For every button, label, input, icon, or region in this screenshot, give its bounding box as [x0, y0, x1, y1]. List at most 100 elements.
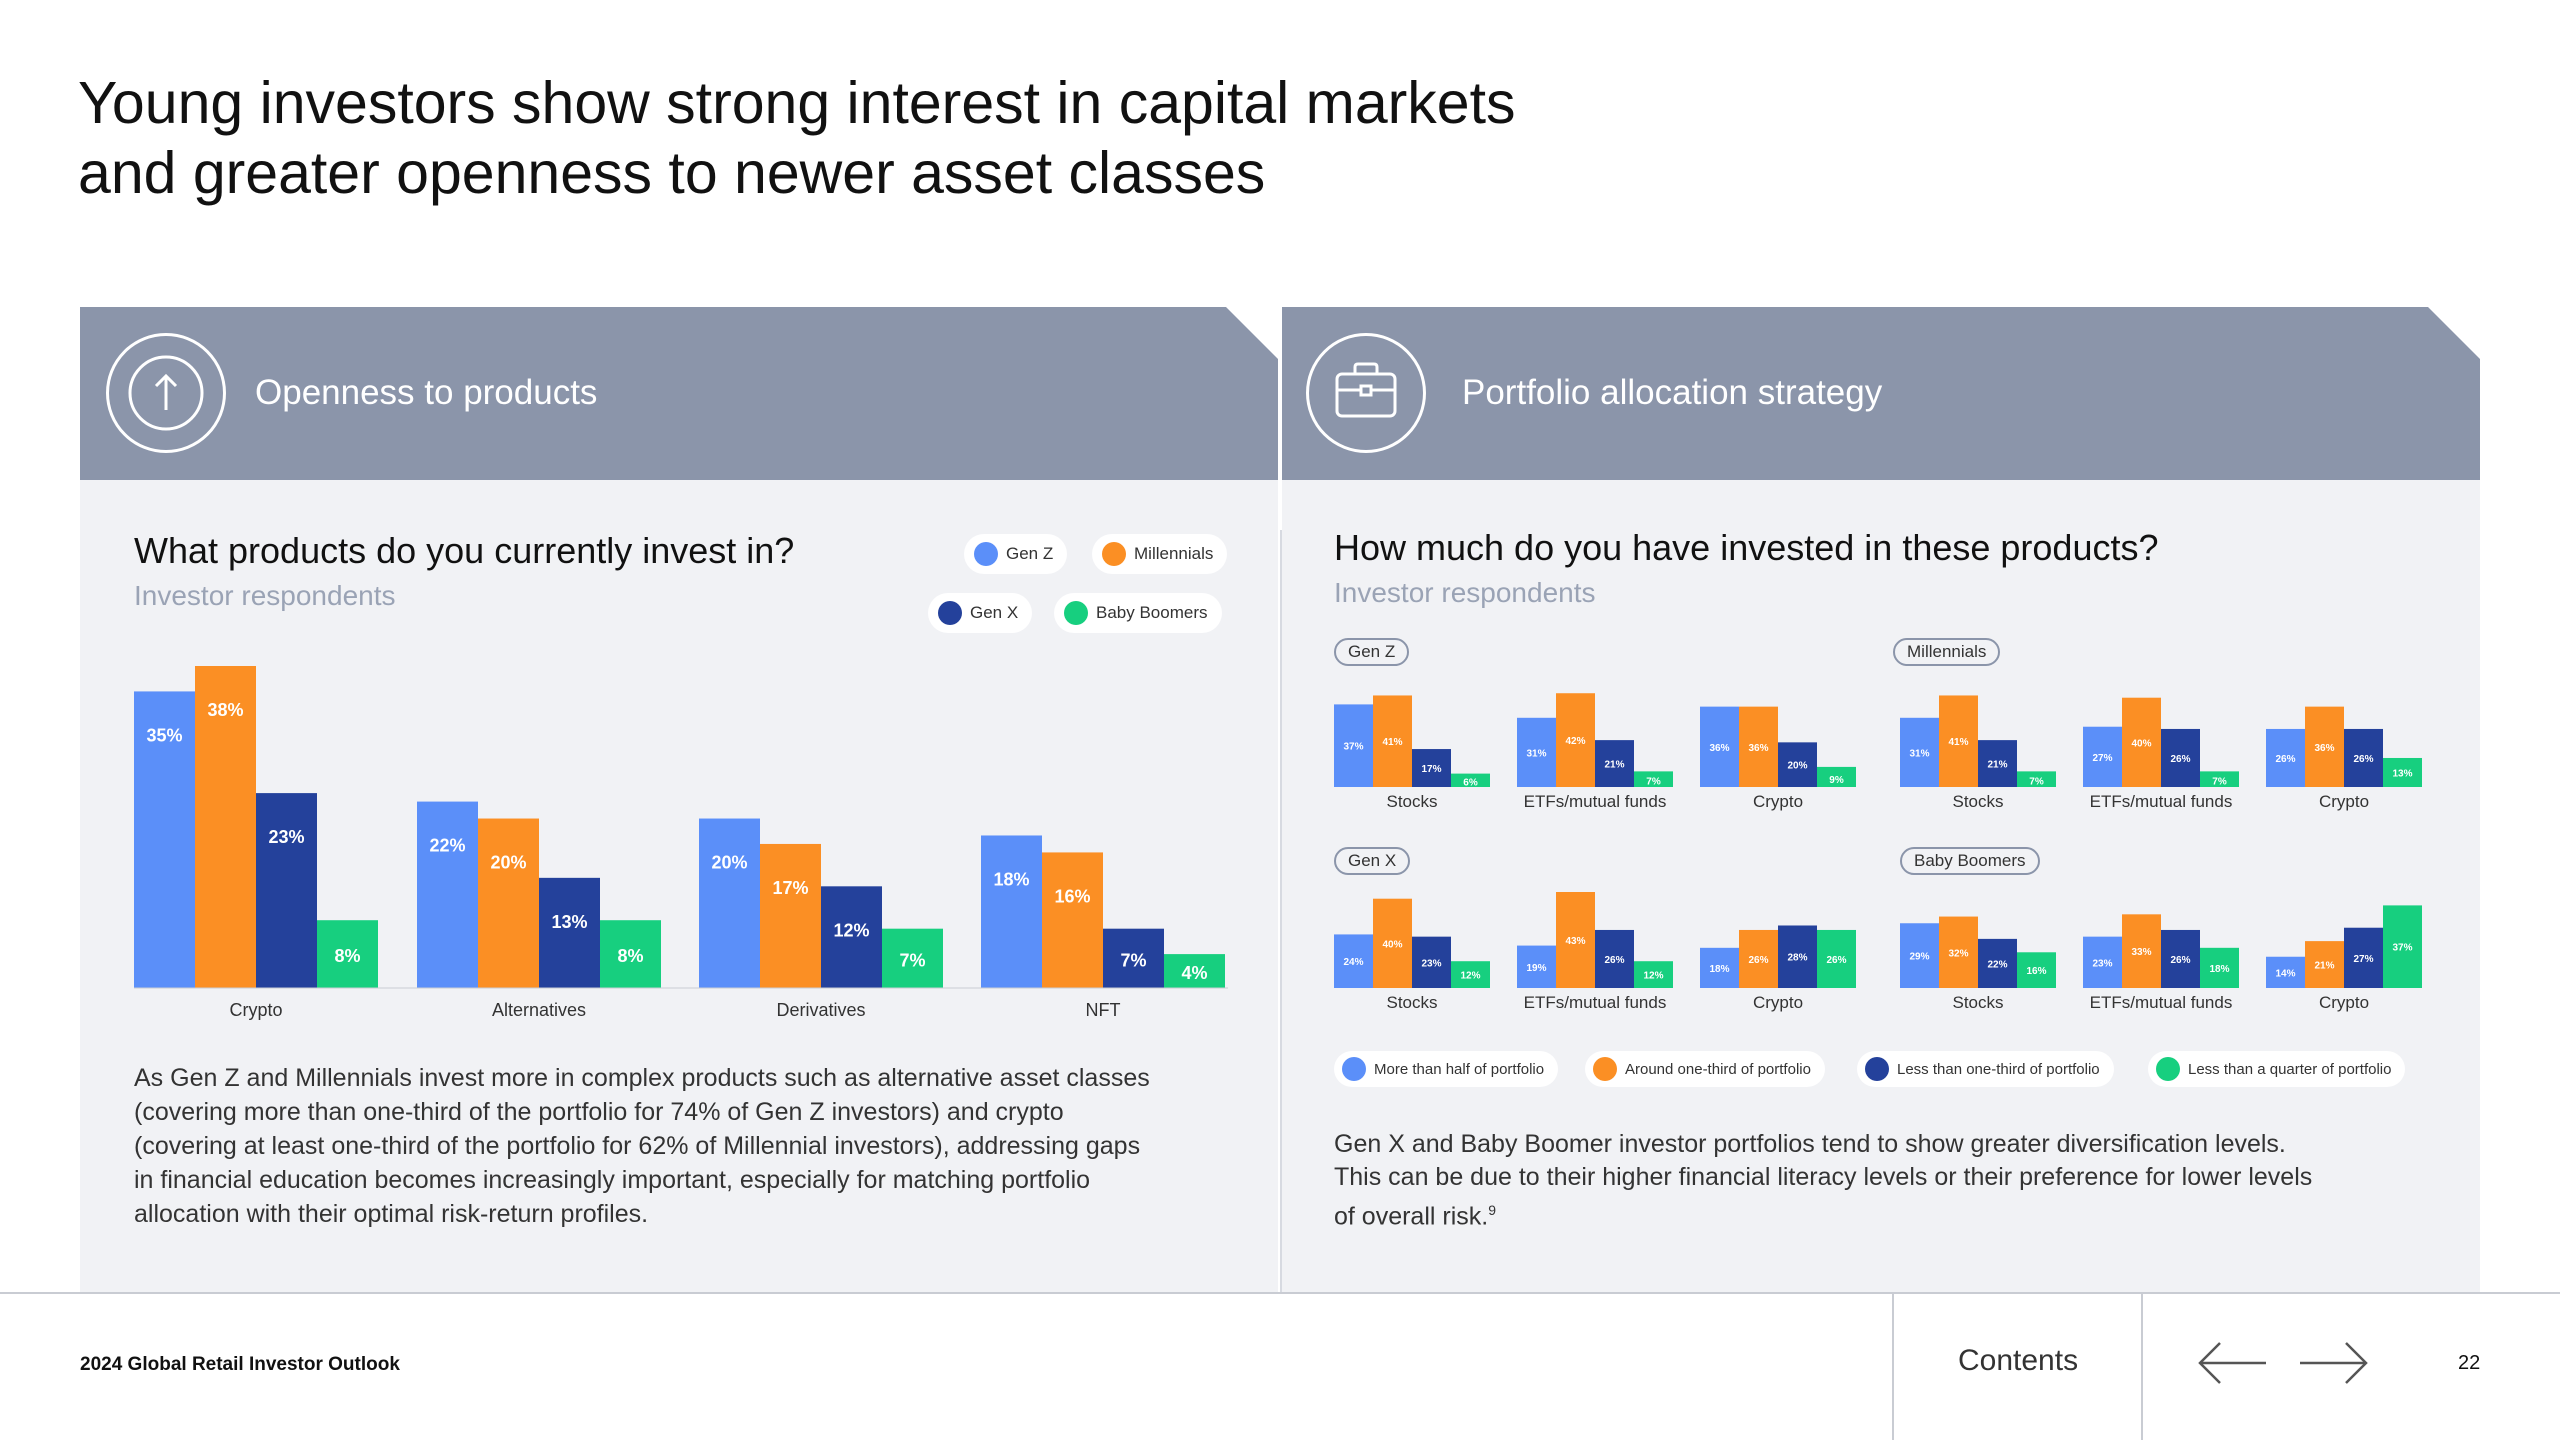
small-bar-value-label: 21%	[1987, 760, 2007, 771]
small-bar	[1412, 749, 1451, 787]
small-bar-value-label: 26%	[2170, 754, 2190, 765]
small-bar	[1451, 961, 1490, 988]
page-title-line-1: Young investors show strong interest in …	[78, 70, 1516, 136]
legend-dot	[974, 542, 998, 566]
small-bar	[1517, 945, 1556, 988]
small-category-label: ETFs/mutual funds	[1524, 792, 1667, 811]
bar-nft-millennials	[1042, 852, 1103, 988]
bar-value-label: 8%	[334, 946, 360, 966]
small-bar	[1556, 693, 1595, 787]
category-label: Alternatives	[492, 1000, 586, 1020]
group-tag-millennials: Millennials	[1893, 638, 2001, 666]
small-bar	[1939, 916, 1978, 988]
left-body-line: (covering at least one-third of the port…	[134, 1132, 1141, 1160]
right-body-line: Gen X and Baby Boomer investor portfolio…	[1334, 1130, 2286, 1158]
small-bar-value-label: 36%	[1709, 743, 1729, 754]
small-bar	[1700, 947, 1739, 988]
small-bar-value-label: 21%	[1604, 760, 1624, 771]
right-panel-header-title: Portfolio allocation strategy	[1462, 373, 1883, 412]
small-bar	[1900, 923, 1939, 988]
arrow-right-icon[interactable]	[2298, 1338, 2370, 1388]
small-bar	[2083, 726, 2122, 787]
bar-crypto-baby-boomers	[317, 920, 378, 988]
bar-crypto-gen-x	[256, 793, 317, 988]
small-bar-value-label: 26%	[2275, 754, 2295, 765]
small-bar-value-label: 23%	[1421, 958, 1441, 969]
bar-value-label: 20%	[711, 853, 747, 873]
small-bar	[2305, 941, 2344, 988]
small-bar-value-label: 6%	[1463, 778, 1478, 789]
small-bar-value-label: 21%	[2314, 961, 2334, 972]
page-title-line-2: and greater openness to newer asset clas…	[78, 140, 1266, 206]
legend-dot	[1102, 542, 1126, 566]
small-bar-value-label: 27%	[2092, 753, 2112, 764]
left-chart-title: What products do you currently invest in…	[134, 530, 795, 571]
bar-value-label: 12%	[833, 920, 869, 940]
small-bar-value-label: 7%	[2029, 777, 2044, 788]
left-chart-subtitle: Investor respondents	[134, 580, 396, 611]
report-title: 2024 Global Retail Investor Outlook	[80, 1354, 400, 1375]
bar-nft-gen-z	[981, 835, 1042, 988]
small-bar-value-label: 28%	[1787, 953, 1807, 964]
group-tag-gen-x: Gen X	[1334, 847, 1411, 875]
bar-alternatives-millennials	[478, 818, 539, 988]
arrow-up-icon	[106, 333, 226, 453]
small-bar-value-label: 20%	[1787, 761, 1807, 772]
bar-value-label: 7%	[1120, 950, 1146, 970]
small-category-label: Stocks	[1952, 792, 2003, 811]
small-bar	[1412, 936, 1451, 988]
small-bar	[2383, 905, 2422, 988]
page-number: 22	[2458, 1352, 2481, 1374]
small-bar-value-label: 36%	[2314, 743, 2334, 754]
arrow-left-icon[interactable]	[2196, 1338, 2268, 1388]
small-bar	[1978, 740, 2017, 787]
small-bar-value-label: 31%	[1526, 748, 1546, 759]
legend-label: Less than a quarter of portfolio	[2188, 1060, 2392, 1078]
right-body-text: Gen X and Baby Boomer investor portfolio…	[1334, 1128, 2312, 1233]
legend-dot	[1865, 1057, 1889, 1081]
category-label: Derivatives	[776, 1000, 865, 1020]
bar-value-label: 17%	[772, 878, 808, 898]
group-tag-gen-z: Gen Z	[1334, 638, 1410, 666]
small-bar	[1817, 766, 1856, 787]
small-bar-value-label: 41%	[1948, 737, 1968, 748]
small-bar-value-label: 42%	[1565, 736, 1585, 747]
small-bar-value-label: 12%	[1460, 971, 1480, 982]
bar-value-label: 23%	[268, 827, 304, 847]
legend-label: Around one-third of portfolio	[1625, 1060, 1811, 1078]
legend-label: Millennials	[1134, 544, 1214, 563]
contents-link[interactable]: Contents	[1958, 1344, 2079, 1377]
bar-value-label: 8%	[617, 946, 643, 966]
legend-gen-x: Gen X	[928, 593, 1033, 633]
small-bar-value-label: 40%	[2131, 738, 2151, 749]
small-bar	[1978, 938, 2017, 988]
bar-value-label: 18%	[993, 869, 1029, 889]
legend-more-than-half: More than half of portfolio	[1334, 1051, 1559, 1087]
right-panel	[1282, 480, 2480, 1292]
legend-millennials: Millennials	[1092, 534, 1228, 574]
small-bar	[2200, 771, 2239, 787]
bar-alternatives-gen-z	[417, 801, 478, 988]
category-label: Crypto	[229, 1000, 282, 1020]
small-category-label: ETFs/mutual funds	[2090, 993, 2233, 1012]
small-bar-value-label: 32%	[1948, 948, 1968, 959]
bar-alternatives-gen-x	[539, 877, 600, 988]
small-category-label: Crypto	[2319, 993, 2369, 1012]
legend-less-than-one-third: Less than one-third of portfolio	[1857, 1051, 2114, 1087]
bar-derivatives-millennials	[760, 843, 821, 988]
left-panel-header-title: Openness to products	[255, 373, 598, 412]
briefcase-icon	[1306, 333, 1426, 453]
bar-crypto-gen-z	[134, 691, 195, 988]
small-bar-value-label: 26%	[2353, 754, 2373, 765]
small-bar-value-label: 40%	[1382, 939, 1402, 950]
small-bar-value-label: 26%	[1748, 955, 1768, 966]
small-bar	[1817, 929, 1856, 988]
bar-value-label: 16%	[1054, 886, 1090, 906]
group-tag-baby-boomers: Baby Boomers	[1900, 847, 2040, 875]
small-bar	[1334, 934, 1373, 988]
legend-less-than-quarter: Less than a quarter of portfolio	[2148, 1051, 2406, 1087]
small-bar	[1700, 706, 1739, 787]
legend-dot	[1593, 1057, 1617, 1081]
footnote-ref[interactable]: 9	[1488, 1202, 1497, 1218]
small-bar	[2122, 697, 2161, 787]
